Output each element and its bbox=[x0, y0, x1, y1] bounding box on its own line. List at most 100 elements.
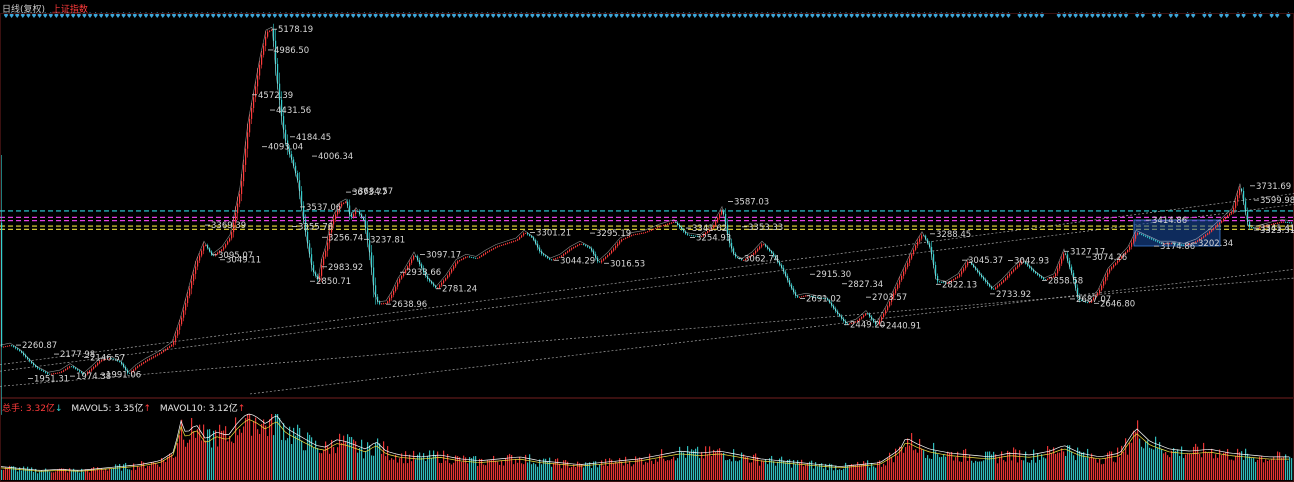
volume-bar bbox=[603, 465, 605, 480]
candle-body bbox=[295, 165, 297, 174]
volume-bar bbox=[647, 462, 649, 480]
signal-diamond bbox=[972, 12, 977, 18]
volume-bar bbox=[101, 468, 103, 480]
volume-bar bbox=[1033, 449, 1035, 480]
volume-bar bbox=[93, 467, 95, 480]
candle-body bbox=[543, 253, 545, 256]
annotation-label: 3049.11 bbox=[226, 256, 261, 266]
candle-body bbox=[247, 132, 249, 149]
candle-body bbox=[573, 247, 575, 249]
volume-bar bbox=[667, 460, 669, 480]
signal-diamond bbox=[776, 12, 781, 18]
volume-bar bbox=[1079, 450, 1081, 480]
candle-body bbox=[387, 301, 389, 304]
candle-body bbox=[145, 360, 147, 363]
candle-body bbox=[1045, 279, 1047, 281]
candle-body bbox=[115, 359, 117, 361]
volume-bar bbox=[17, 471, 19, 480]
candle-body bbox=[151, 357, 153, 359]
candle-body bbox=[799, 296, 801, 298]
candle-body bbox=[287, 140, 289, 149]
volume-bar bbox=[909, 445, 911, 480]
candle-body bbox=[525, 233, 527, 234]
annotation-label: 3537.06 bbox=[306, 203, 341, 213]
volume-bar bbox=[813, 468, 815, 480]
volume-bar bbox=[259, 433, 261, 480]
signal-diamond bbox=[569, 12, 574, 18]
volume-bar bbox=[97, 467, 99, 480]
volume-bar bbox=[571, 466, 573, 480]
volume-bar bbox=[153, 462, 155, 480]
candle-body bbox=[31, 361, 33, 364]
volume-bar bbox=[557, 458, 559, 480]
volume-bar bbox=[1239, 452, 1241, 480]
candle-body bbox=[759, 246, 761, 249]
volume-bar bbox=[873, 466, 875, 480]
signal-diamond bbox=[300, 12, 305, 18]
trend-line bbox=[0, 204, 1294, 372]
volume-bar bbox=[627, 463, 629, 480]
candle-body bbox=[179, 324, 181, 330]
volume-bar bbox=[1237, 448, 1239, 480]
period-label[interactable]: 日线(复权) bbox=[2, 5, 46, 15]
volume-bar bbox=[409, 454, 411, 480]
annotation-label: 3323.31 bbox=[1260, 226, 1294, 236]
signal-diamond bbox=[446, 12, 451, 18]
candle-body bbox=[1279, 222, 1281, 224]
annotation-label: 1991.06 bbox=[106, 370, 141, 380]
candle-body bbox=[1081, 300, 1083, 301]
signal-diamond bbox=[619, 12, 625, 18]
volume-bar bbox=[943, 454, 945, 480]
index-name[interactable]: 上证指数 bbox=[51, 5, 88, 15]
volume-bar bbox=[107, 470, 109, 480]
volume-bar bbox=[729, 459, 731, 480]
volume-bar bbox=[835, 465, 837, 480]
candle-body bbox=[625, 237, 627, 239]
candle-body bbox=[887, 306, 889, 311]
candle-body bbox=[449, 272, 451, 276]
signal-diamond bbox=[233, 12, 238, 18]
volume-bar bbox=[1131, 442, 1133, 480]
signal-diamond bbox=[563, 12, 569, 18]
candle-body bbox=[461, 259, 463, 261]
candle-body bbox=[651, 229, 653, 231]
volume-bar bbox=[979, 461, 981, 480]
candle-body bbox=[421, 264, 423, 269]
annotation-label: 2733.92 bbox=[996, 290, 1031, 300]
volume-bar bbox=[1219, 449, 1221, 480]
volume-bar bbox=[775, 465, 777, 480]
candle-body bbox=[1193, 242, 1195, 244]
volume-bar bbox=[659, 456, 661, 480]
candle-body bbox=[523, 233, 525, 236]
volume-bar bbox=[183, 439, 185, 480]
volume-bar bbox=[631, 466, 633, 480]
candle-body bbox=[147, 359, 149, 361]
candle-body bbox=[439, 285, 441, 288]
volume-bar bbox=[165, 461, 167, 480]
volume-bar bbox=[273, 435, 275, 480]
volume-bar bbox=[361, 439, 363, 480]
volume-bar bbox=[469, 457, 471, 480]
volume-bar bbox=[951, 451, 953, 480]
candle-body bbox=[321, 265, 323, 276]
volume-bar bbox=[407, 463, 409, 480]
volume-bar bbox=[1085, 457, 1087, 480]
signal-diamond bbox=[703, 12, 709, 18]
annotation-label: 3673.77 bbox=[352, 188, 387, 198]
candle-body bbox=[743, 260, 745, 261]
annotation-label: 3256.74 bbox=[328, 233, 363, 243]
volume-bar bbox=[609, 458, 611, 480]
candle-body bbox=[803, 296, 805, 297]
candle-body bbox=[1013, 269, 1015, 272]
candle-body bbox=[1097, 293, 1099, 296]
volume-bar bbox=[509, 453, 511, 480]
candle-body bbox=[187, 295, 189, 304]
candle-body bbox=[729, 234, 731, 243]
volume-bar bbox=[455, 455, 457, 480]
candle-body bbox=[563, 254, 565, 256]
candle-body bbox=[1229, 213, 1231, 216]
signal-diamond bbox=[603, 12, 608, 18]
annotation-label: 2983.92 bbox=[328, 263, 363, 273]
volume-bar bbox=[737, 461, 739, 480]
candle-body bbox=[531, 235, 533, 238]
